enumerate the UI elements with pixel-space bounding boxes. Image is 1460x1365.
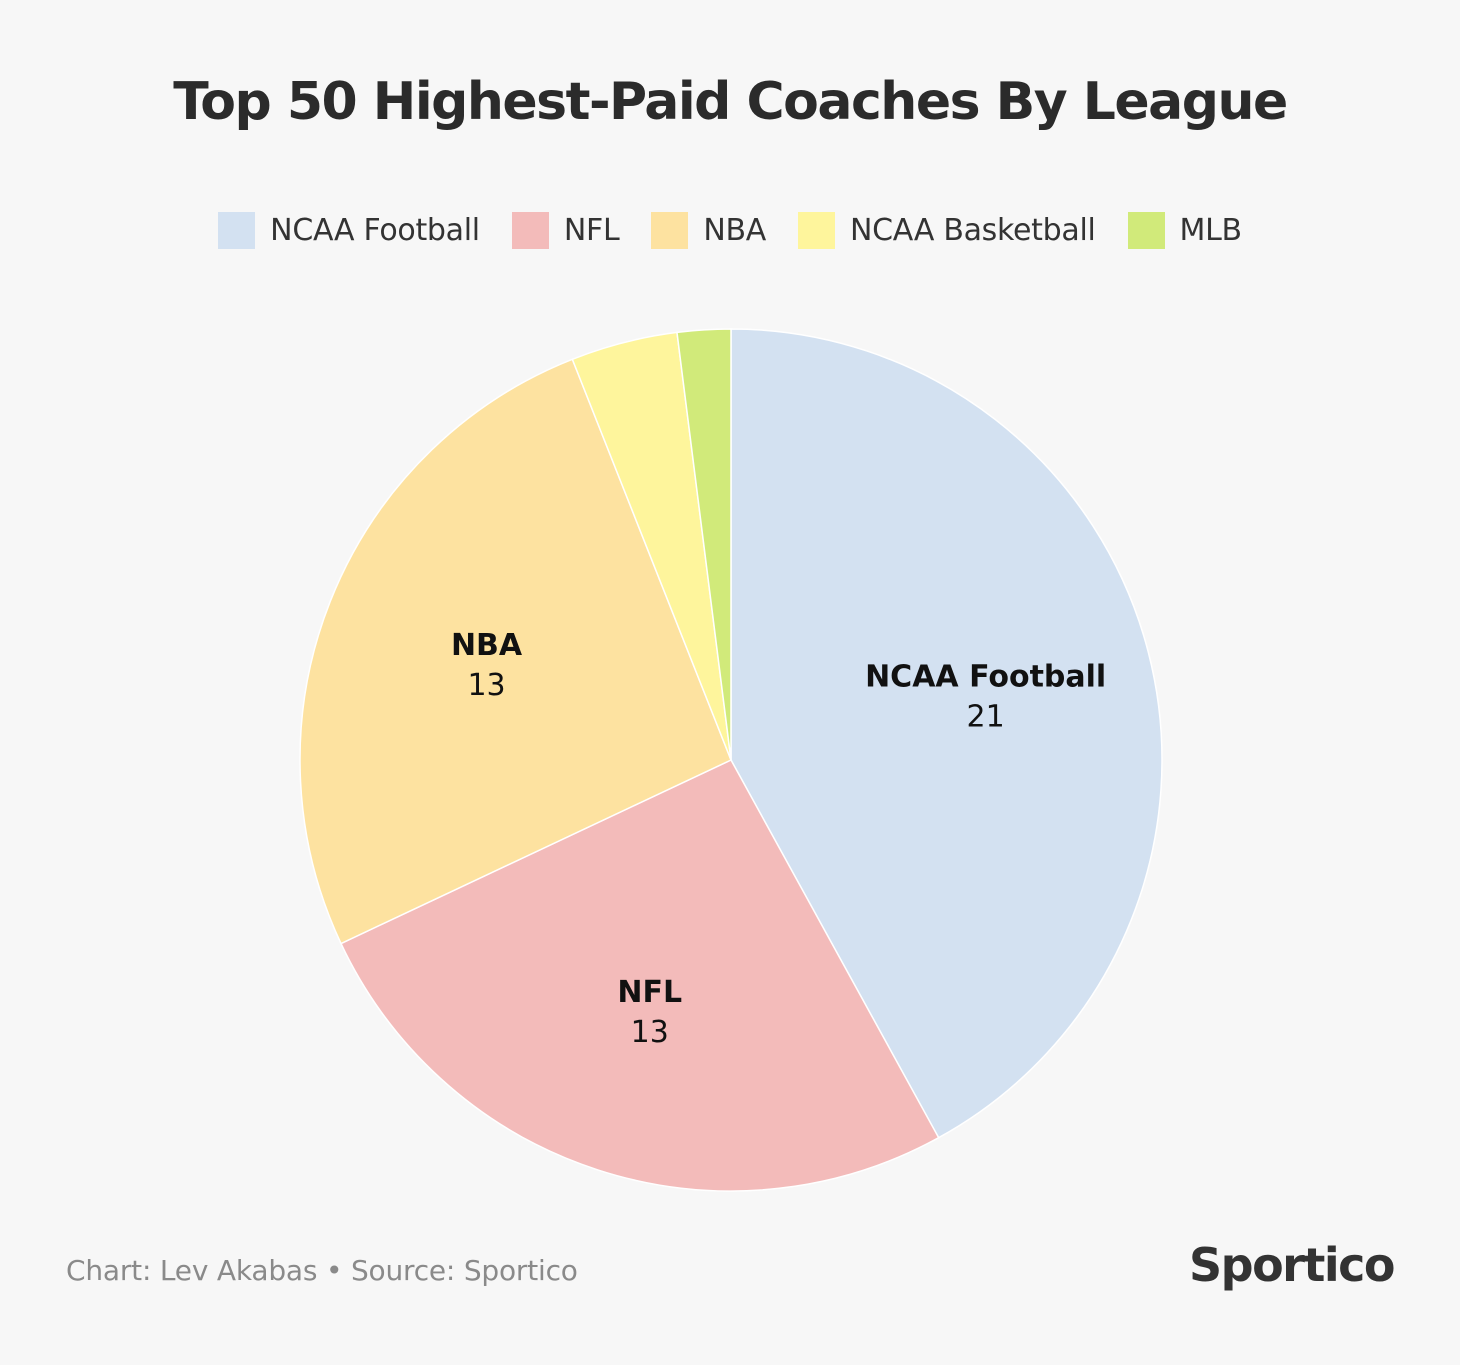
legend-swatch-nfl [511, 211, 549, 249]
sportico-logo: Sportico [1189, 1238, 1395, 1292]
legend-item-ncaa-football: NCAA Football [218, 211, 480, 249]
data-label-value-nba: 13 [467, 668, 505, 703]
pie-slice-nfl [340, 759, 940, 1192]
chart-legend: NCAA Football NFL NBA NCAA Basketball MLB [0, 208, 1460, 252]
legend-item-mlb: MLB [1127, 211, 1243, 249]
legend-item-nba: NBA [651, 211, 767, 249]
legend-label-nba: NBA [703, 212, 767, 248]
legend-item-nfl: NFL [511, 211, 620, 249]
legend-label-ncaa-football: NCAA Football [270, 212, 480, 248]
data-label-name-nba: NBA [451, 628, 523, 663]
pie-slice-mlb [676, 328, 732, 761]
legend-label-ncaa-basketball: NCAA Basketball [850, 212, 1096, 248]
data-label-value-nfl: 13 [631, 1015, 669, 1050]
legend-label-mlb: MLB [1179, 212, 1243, 248]
legend-swatch-ncaa-basketball [798, 211, 836, 249]
chart-credit: Chart: Lev Akabas • Source: Sportico [66, 1254, 578, 1287]
data-label-name-ncaa-football: NCAA Football [865, 660, 1106, 695]
chart-title: Top 50 Highest-Paid Coaches By League [173, 72, 1288, 132]
legend-swatch-ncaa-football [218, 211, 256, 249]
legend-label-nfl: NFL [563, 212, 620, 248]
data-label-value-ncaa-football: 21 [967, 700, 1005, 735]
pie-slice-ncaa-football [730, 328, 1163, 1139]
legend-swatch-mlb [1127, 211, 1165, 249]
legend-item-ncaa-basketball: NCAA Basketball [798, 211, 1096, 249]
legend-swatch-nba [651, 211, 689, 249]
pie-slice-nba [299, 358, 732, 945]
data-label-name-nfl: NFL [617, 975, 682, 1010]
